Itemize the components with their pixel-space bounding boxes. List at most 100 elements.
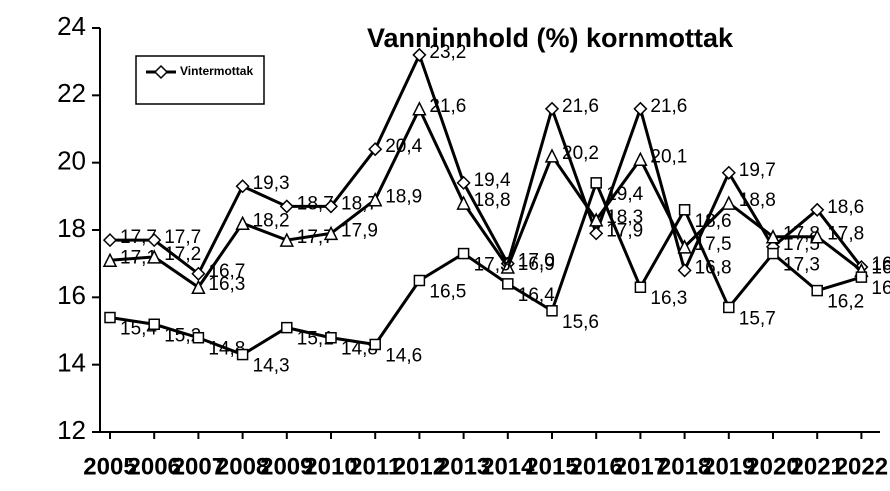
data-label: 21,6 bbox=[562, 96, 599, 117]
x-tick-label: 2006 bbox=[128, 453, 181, 480]
data-label: 16,5 bbox=[429, 282, 466, 303]
data-label: 18,3 bbox=[606, 207, 643, 228]
marker bbox=[677, 239, 692, 254]
x-tick-label: 2013 bbox=[437, 453, 490, 480]
marker bbox=[723, 301, 735, 314]
data-label: 17,7 bbox=[120, 227, 157, 248]
x-tick-label: 2014 bbox=[481, 453, 535, 480]
marker bbox=[102, 252, 118, 268]
marker bbox=[456, 195, 471, 210]
x-tick-label: 2012 bbox=[393, 453, 446, 480]
data-label: 16,6 bbox=[871, 278, 890, 299]
series-line bbox=[109, 105, 863, 290]
data-label: 14,8 bbox=[341, 339, 378, 360]
marker bbox=[191, 279, 206, 294]
data-label: 16,9 bbox=[871, 254, 890, 275]
legend-box bbox=[135, 55, 265, 105]
x-tick-label: 2016 bbox=[570, 453, 623, 480]
y-tick-label: 14 bbox=[57, 348, 86, 378]
marker bbox=[765, 229, 781, 244]
marker bbox=[192, 331, 205, 344]
data-label: 15,1 bbox=[297, 329, 334, 350]
data-label: 14,3 bbox=[253, 356, 290, 377]
marker bbox=[104, 311, 116, 324]
marker bbox=[457, 247, 470, 260]
data-label: 14,8 bbox=[208, 339, 245, 360]
marker bbox=[147, 233, 162, 248]
data-label: 16,7 bbox=[208, 261, 245, 282]
data-label: 16,8 bbox=[871, 257, 890, 278]
marker bbox=[323, 199, 339, 214]
data-label: 17,3 bbox=[783, 255, 820, 276]
y-tick-label: 20 bbox=[57, 146, 86, 176]
data-label: 16,3 bbox=[208, 274, 245, 295]
marker bbox=[810, 202, 825, 217]
y-tick-label: 16 bbox=[57, 280, 86, 310]
marker bbox=[456, 175, 471, 190]
marker bbox=[325, 331, 337, 344]
marker bbox=[544, 101, 560, 116]
y-tick-label: 22 bbox=[57, 78, 86, 108]
y-tick-label: 24 bbox=[57, 11, 86, 41]
marker bbox=[146, 249, 162, 264]
data-label: 16,3 bbox=[650, 288, 687, 309]
data-label: 23,2 bbox=[429, 42, 466, 63]
marker bbox=[412, 101, 427, 116]
data-label: 18,9 bbox=[385, 187, 422, 208]
data-label: 19,4 bbox=[606, 184, 643, 205]
data-label: 18,7 bbox=[297, 193, 334, 214]
x-tick-label: 2019 bbox=[702, 453, 755, 480]
data-label: 17,5 bbox=[783, 234, 820, 255]
x-tick-label: 2011 bbox=[349, 453, 401, 480]
data-label: 16,4 bbox=[518, 285, 555, 306]
marker bbox=[502, 278, 514, 290]
marker bbox=[546, 305, 558, 317]
data-label: 21,6 bbox=[650, 96, 687, 117]
data-label: 15,2 bbox=[164, 325, 201, 346]
legend-label: Vintermottak bbox=[180, 64, 253, 78]
x-tick-label: 2018 bbox=[658, 453, 711, 480]
marker bbox=[811, 284, 823, 297]
data-label: 16,8 bbox=[695, 257, 732, 278]
marker bbox=[369, 338, 381, 351]
series-line bbox=[110, 50, 863, 277]
data-label: 17,7 bbox=[164, 227, 201, 248]
x-tick-label: 2021 bbox=[791, 453, 844, 480]
data-label: 20,2 bbox=[562, 143, 599, 164]
data-label: 19,3 bbox=[253, 173, 290, 194]
data-label: 17,0 bbox=[518, 251, 555, 272]
data-label: 19,4 bbox=[474, 170, 511, 191]
y-tick-label: 12 bbox=[57, 415, 86, 445]
marker bbox=[279, 199, 294, 214]
x-tick-label: 2010 bbox=[304, 453, 357, 480]
x-tick-label: 2017 bbox=[614, 453, 667, 480]
x-tick-label: 2005 bbox=[83, 453, 136, 480]
marker bbox=[148, 318, 160, 331]
data-label: 17,8 bbox=[827, 224, 864, 245]
marker bbox=[855, 271, 868, 283]
marker bbox=[500, 259, 516, 274]
marker bbox=[633, 101, 648, 116]
data-label: 17,8 bbox=[783, 224, 820, 245]
data-label: 18,2 bbox=[253, 210, 290, 231]
data-label: 17,7 bbox=[297, 227, 334, 248]
x-tick-label: 2009 bbox=[260, 453, 313, 480]
marker bbox=[588, 212, 604, 227]
marker bbox=[544, 148, 560, 163]
marker bbox=[721, 195, 737, 210]
marker bbox=[767, 247, 779, 260]
data-label: 19,7 bbox=[739, 160, 776, 181]
series-line bbox=[109, 178, 862, 357]
data-label: 17,3 bbox=[474, 255, 511, 276]
x-tick-label: 2022 bbox=[835, 453, 888, 480]
marker bbox=[279, 232, 295, 247]
data-label: 21,6 bbox=[429, 96, 466, 117]
data-label: 20,1 bbox=[650, 146, 687, 167]
data-label: 18,8 bbox=[739, 190, 776, 211]
marker bbox=[589, 226, 604, 241]
marker bbox=[590, 177, 602, 189]
data-label: 20,4 bbox=[385, 136, 422, 157]
x-tick-label: 2020 bbox=[746, 453, 799, 480]
marker bbox=[633, 151, 648, 167]
